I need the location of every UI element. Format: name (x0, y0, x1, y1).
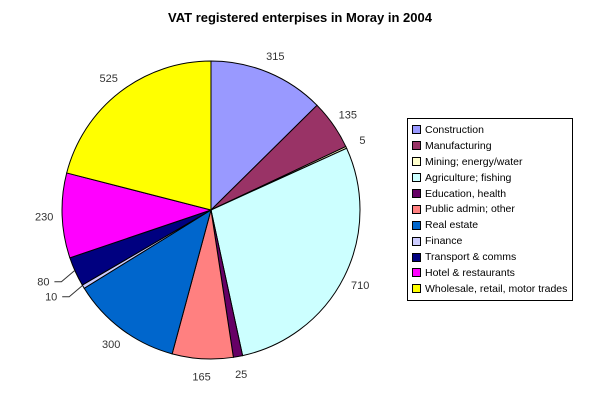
data-label-wholesale-retail-motor-trades: 525 (100, 73, 118, 85)
legend-label: Education, health (425, 187, 507, 200)
data-label-manufacturing: 135 (339, 110, 357, 122)
data-label-construction: 315 (266, 51, 284, 63)
legend-swatch-icon (412, 204, 421, 214)
legend-swatch-icon (412, 125, 421, 135)
legend-label: Public admin; other (425, 203, 515, 216)
pie-slice-hotel-restaurants (61, 172, 213, 259)
legend-swatch-icon (412, 157, 421, 167)
legend-label: Mining; energy/water (425, 155, 523, 168)
legend-item-manufacturing: Manufacturing (412, 138, 567, 154)
legend-item-mining-energy-water: Mining; energy/water (412, 154, 567, 170)
pie-slice-real-estate (83, 208, 212, 355)
legend-swatch-icon (412, 141, 421, 151)
legend: Construction Manufacturing Mining; energy/… (407, 118, 574, 301)
data-label-transport-comms: 80 (37, 277, 49, 289)
data-label-real-estate: 300 (102, 339, 120, 351)
chart-title: VAT registered enterpises in Moray in 20… (168, 10, 432, 25)
legend-swatch-icon (412, 173, 421, 183)
legend-item-construction: Construction (412, 122, 567, 138)
leader-line-finance (62, 285, 83, 298)
legend-label: Finance (425, 235, 463, 248)
legend-label: Agriculture; fishing (425, 171, 512, 184)
legend-item-public-admin-other: Public admin; other (412, 201, 567, 217)
legend-swatch-icon (412, 189, 421, 198)
data-label-finance: 10 (45, 292, 57, 304)
pie-slice-agriculture-fishing (210, 147, 361, 357)
legend-label: Hotel & restaurants (425, 266, 515, 279)
legend-swatch-icon (412, 284, 421, 294)
legend-label: Construction (425, 123, 484, 136)
legend-item-education-health: Education, health (412, 186, 567, 202)
data-label-mining-energy-water: 5 (359, 135, 365, 147)
legend-swatch-icon (412, 220, 421, 230)
legend-label: Real estate (425, 219, 479, 232)
pie-slice-construction (210, 60, 318, 212)
legend-label: Manufacturing (425, 139, 492, 152)
legend-label: Wholesale, retail, motor trades (425, 282, 568, 295)
legend-item-hotel-restaurants: Hotel & restaurants (412, 265, 567, 281)
pie-slice-wholesale-retail-motor-trades (66, 60, 212, 211)
legend-swatch-icon (412, 252, 421, 262)
legend-item-wholesale-retail-motor-trades: Wholesale, retail, motor trades (412, 281, 567, 297)
data-label-education-health: 25 (235, 369, 247, 381)
legend-item-finance: Finance (412, 233, 567, 249)
leader-line-transport-comms (54, 270, 75, 283)
data-label-public-admin-other: 165 (192, 372, 210, 384)
legend-swatch-icon (412, 268, 421, 278)
data-label-agriculture-fishing: 710 (351, 280, 369, 292)
legend-item-real-estate: Real estate (412, 217, 567, 233)
data-label-hotel-restaurants: 230 (35, 211, 53, 223)
legend-label: Transport & comms (425, 251, 517, 264)
legend-item-agriculture-fishing: Agriculture; fishing (412, 170, 567, 186)
legend-swatch-icon (412, 236, 421, 246)
legend-item-transport-comms: Transport & comms (412, 249, 567, 265)
